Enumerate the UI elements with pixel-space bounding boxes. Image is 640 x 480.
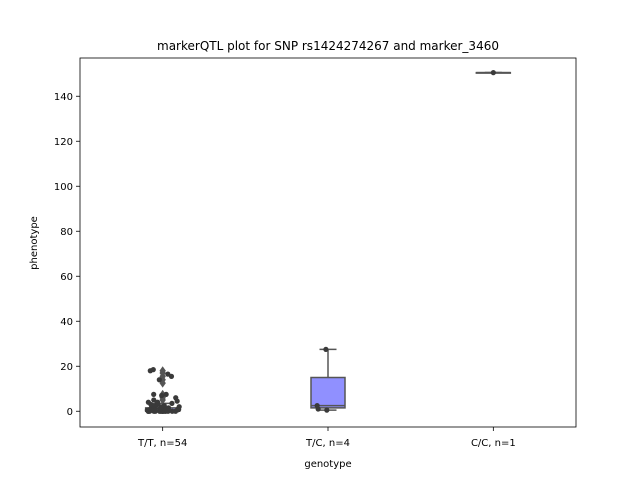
x-tick-label: C/C, n=1 <box>471 438 516 449</box>
data-point <box>490 70 496 76</box>
y-tick-label: 40 <box>60 317 73 328</box>
y-tick-label: 20 <box>60 362 73 373</box>
data-point <box>159 392 165 399</box>
x-axis: T/T, n=54 T/C, n=4 C/C, n=1 <box>137 427 516 449</box>
data-point <box>324 407 330 413</box>
y-tick-label: 120 <box>54 137 73 148</box>
box <box>310 376 346 409</box>
y-tick-label: 80 <box>60 227 73 238</box>
data-point <box>150 367 156 373</box>
data-point <box>173 395 179 401</box>
data-point <box>323 346 329 352</box>
data-point <box>154 399 161 405</box>
data-point <box>314 403 320 409</box>
y-axis: 0 20 40 60 80 100 120 140 <box>54 92 80 418</box>
y-tick-label: 140 <box>54 92 73 103</box>
data-point <box>151 397 157 403</box>
y-tick-label: 60 <box>60 272 73 283</box>
x-tick-label: T/C, n=4 <box>305 438 350 449</box>
y-axis-label: phenotype <box>29 216 40 270</box>
strip-points <box>144 70 496 414</box>
data-point <box>165 405 172 411</box>
data-point <box>151 391 157 397</box>
data-point <box>169 400 175 406</box>
x-tick-label: T/T, n=54 <box>137 438 187 449</box>
data-point <box>176 404 182 410</box>
data-point <box>156 377 162 383</box>
y-tick-label: 100 <box>54 182 73 193</box>
outlier-marker <box>159 366 166 376</box>
x-axis-label: genotype <box>304 459 351 470</box>
data-point <box>163 391 169 397</box>
data-point <box>145 399 151 405</box>
data-point <box>161 403 167 409</box>
data-point <box>165 371 171 377</box>
chart-title: markerQTL plot for SNP rs1424274267 and … <box>157 39 499 53</box>
y-tick-label: 0 <box>67 407 73 418</box>
